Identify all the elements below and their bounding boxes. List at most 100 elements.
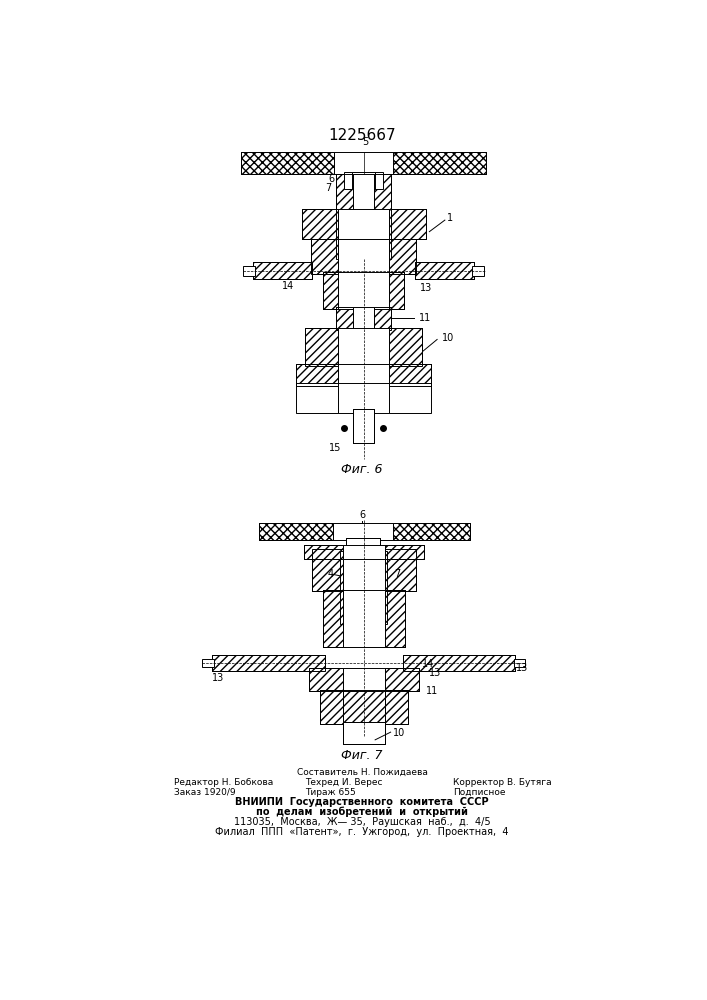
Bar [323, 272, 338, 309]
Bar [389, 272, 404, 309]
Bar [323, 590, 343, 647]
Bar [202, 659, 214, 667]
Bar [320, 690, 343, 724]
Bar [373, 174, 391, 259]
Bar [346, 538, 380, 553]
Bar [514, 659, 525, 667]
Text: Корректор В. Бутяга: Корректор В. Бутяга [452, 778, 551, 787]
Bar [241, 152, 334, 174]
Bar [385, 590, 404, 647]
Text: 14: 14 [282, 281, 295, 291]
Bar [389, 383, 431, 413]
Text: 10: 10 [393, 728, 405, 738]
Bar [343, 590, 385, 647]
Bar [212, 655, 325, 671]
Text: Тираж 655: Тираж 655 [305, 788, 356, 797]
Text: Фиг. 7: Фиг. 7 [341, 749, 382, 762]
Bar [323, 590, 343, 647]
Bar [301, 209, 338, 239]
Bar [337, 307, 354, 330]
Text: 1: 1 [448, 213, 453, 223]
Text: 113035,  Москва,  Ж— 35,  Раушская  наб.,  д.  4/5: 113035, Москва, Ж— 35, Раушская наб., д.… [233, 817, 490, 827]
Bar [403, 655, 515, 671]
Text: 7: 7 [395, 569, 401, 579]
Text: ВНИИПИ  Государственного  комитета  СССР: ВНИИПИ Государственного комитета СССР [235, 797, 489, 807]
Bar [343, 545, 385, 559]
Text: 5: 5 [362, 137, 368, 147]
Bar [340, 551, 357, 624]
Bar [334, 152, 393, 174]
Text: 1225667: 1225667 [328, 128, 396, 143]
Bar [385, 549, 416, 591]
Bar [389, 328, 421, 366]
Bar [389, 239, 416, 274]
Text: Подписное: Подписное [452, 788, 505, 797]
Text: Редактор Н. Бобкова: Редактор Н. Бобкова [174, 778, 273, 787]
Bar [344, 172, 383, 189]
Text: 11: 11 [419, 313, 431, 323]
Bar [389, 209, 426, 239]
Bar [373, 307, 391, 330]
Bar [370, 551, 387, 624]
Bar [343, 668, 385, 691]
Bar [389, 209, 426, 239]
Bar [354, 409, 373, 443]
Bar [346, 538, 380, 553]
Bar [385, 668, 419, 691]
Text: 11: 11 [426, 686, 438, 696]
Bar [393, 523, 470, 540]
Bar [373, 174, 391, 259]
Bar [212, 655, 325, 671]
Text: 13: 13 [212, 673, 225, 683]
Bar [393, 152, 486, 174]
Bar [385, 545, 424, 559]
Bar [343, 722, 385, 744]
Text: Техред И. Верес: Техред И. Верес [305, 778, 383, 787]
Bar [241, 152, 334, 174]
Bar [389, 364, 431, 386]
Text: Заказ 1920/9: Заказ 1920/9 [174, 788, 235, 797]
Bar [332, 523, 393, 540]
Bar [311, 239, 338, 274]
Bar [323, 590, 404, 647]
Text: 6: 6 [359, 510, 365, 520]
Bar [338, 209, 389, 239]
Bar [338, 272, 389, 309]
Bar [301, 209, 338, 239]
Text: 13: 13 [516, 663, 528, 673]
Bar [296, 364, 338, 386]
Bar [305, 328, 338, 366]
Bar [311, 239, 338, 274]
Bar [323, 272, 338, 309]
Bar [309, 668, 343, 691]
Bar [472, 266, 484, 276]
Text: 6: 6 [329, 174, 335, 184]
Bar [403, 655, 515, 671]
Bar [253, 262, 312, 279]
Bar [354, 307, 373, 330]
Bar [320, 690, 343, 724]
Bar [354, 174, 373, 259]
Text: 7: 7 [325, 183, 332, 193]
Text: 10: 10 [442, 333, 454, 343]
Bar [385, 549, 416, 591]
Bar [389, 328, 421, 366]
Text: 14: 14 [421, 659, 434, 669]
Bar [373, 307, 391, 330]
Text: Фиг. 6: Фиг. 6 [341, 463, 382, 476]
Text: 13: 13 [429, 668, 442, 678]
Bar [389, 239, 416, 274]
Bar [338, 383, 389, 413]
Bar [343, 690, 385, 724]
Bar [309, 668, 343, 691]
Text: 13: 13 [420, 283, 432, 293]
Bar [416, 262, 474, 279]
Bar [370, 551, 387, 624]
Bar [259, 523, 332, 540]
Bar [340, 551, 357, 624]
Bar [243, 266, 255, 276]
Bar [343, 722, 385, 744]
Bar [385, 668, 419, 691]
Bar [416, 262, 474, 279]
Bar [343, 722, 385, 744]
